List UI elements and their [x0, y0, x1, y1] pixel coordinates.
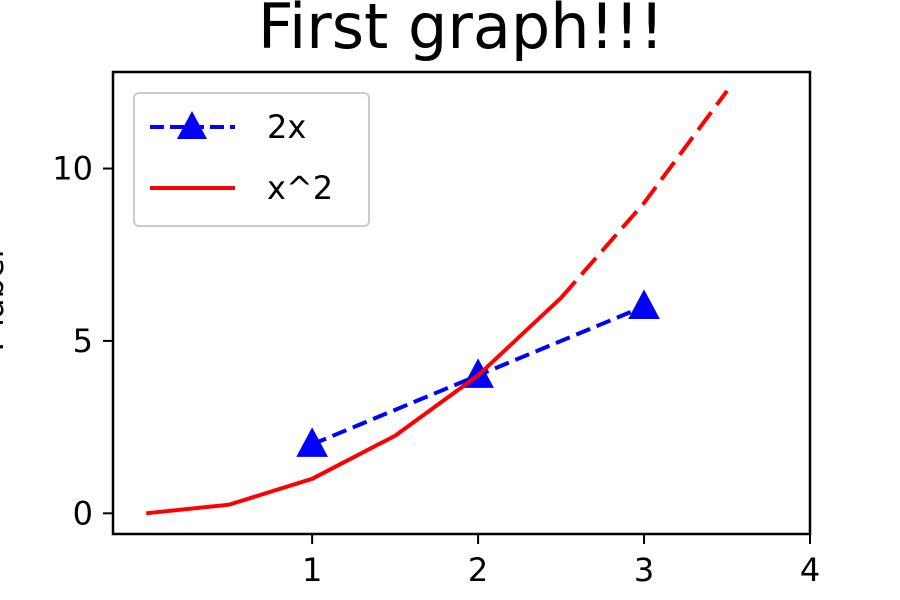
y-axis-label: Y label: [0, 249, 11, 357]
y-tick-label: 10: [52, 150, 93, 188]
legend-box: [133, 92, 370, 227]
legend-label-2: x^2: [267, 169, 333, 207]
series-line-x2: [145, 296, 563, 516]
x-tick-label: 3: [634, 551, 654, 589]
y-axis-ticks: 0 5 10: [52, 150, 113, 532]
x-axis-ticks: 1 2 3 4: [302, 534, 820, 589]
data-point-3: [628, 289, 660, 319]
x-tick-label: 2: [468, 551, 488, 589]
chart-title: First graph!!!: [258, 0, 664, 63]
x-tick-label: 4: [800, 551, 820, 589]
y-tick-label: 5: [73, 322, 93, 360]
series-layer: [145, 89, 729, 516]
legend-marker-triangle: [177, 111, 207, 139]
legend: 2x x^2: [133, 92, 370, 227]
series-line-x2-dashed: [559, 89, 729, 300]
legend-label-1: 2x: [267, 108, 306, 146]
plot-frame: [111, 70, 812, 536]
x-tick-label: 1: [302, 551, 322, 589]
y-tick-label: 0: [73, 494, 93, 532]
data-point-1: [296, 427, 328, 457]
